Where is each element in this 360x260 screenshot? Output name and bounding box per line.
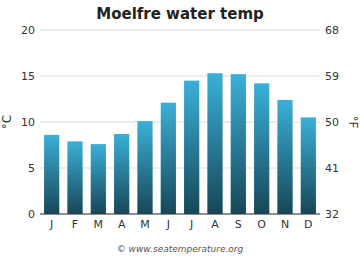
y2-tick-label: 68 xyxy=(325,24,339,37)
bar xyxy=(207,73,222,214)
bar-fill xyxy=(184,81,199,214)
chart-container: J F M A M J J A S O N D 0 5 10 15 20 32 41 50 59 68 °C °F Moelfr… xyxy=(0,0,360,260)
bar-shade xyxy=(207,73,222,214)
y2-tick-label: 50 xyxy=(325,116,339,129)
bar-fill xyxy=(231,74,246,214)
bar-fill xyxy=(277,100,292,214)
bar-fill xyxy=(301,117,316,214)
bar-fill xyxy=(254,83,269,214)
y-tick-label: 15 xyxy=(21,70,35,83)
bar-shade xyxy=(161,103,176,214)
grid-line xyxy=(40,214,320,215)
y-axis-label: °C xyxy=(0,115,14,129)
bar-shade xyxy=(254,83,269,214)
bars xyxy=(44,73,316,214)
bar xyxy=(254,83,269,214)
bar-shade xyxy=(67,141,82,214)
y-tick-label: 20 xyxy=(21,24,35,37)
bar-shade xyxy=(231,74,246,214)
bar xyxy=(184,81,199,214)
bar-fill xyxy=(44,135,59,214)
grid-line xyxy=(40,30,320,31)
bar-fill xyxy=(161,103,176,214)
bar xyxy=(44,135,59,214)
x-tick-label: M xyxy=(140,218,150,231)
x-tick-label: O xyxy=(257,218,266,231)
y-tick-label: 5 xyxy=(28,162,35,175)
bar-fill xyxy=(137,121,152,214)
x-axis-line xyxy=(40,214,320,215)
annotation: © www.seatemperature.org xyxy=(117,244,244,254)
bar xyxy=(231,74,246,214)
bar-fill xyxy=(91,144,106,214)
bar-fill xyxy=(67,141,82,214)
bar-shade xyxy=(91,144,106,214)
x-tick-label: N xyxy=(281,218,289,231)
bar xyxy=(91,144,106,214)
y2-tick-label: 41 xyxy=(325,162,339,175)
x-tick-label: J xyxy=(49,218,53,231)
x-tick-label: D xyxy=(304,218,312,231)
bar-shade xyxy=(137,121,152,214)
grid-line xyxy=(40,76,320,77)
chart: J F M A M J J A S O N D 0 5 10 15 20 32 41 50 59 68 °C °F Moelfr… xyxy=(0,0,360,260)
bar xyxy=(161,103,176,214)
x-tick-label: M xyxy=(94,218,104,231)
x-tick-label: F xyxy=(72,218,78,231)
bar xyxy=(67,141,82,214)
bar-shade xyxy=(114,134,129,214)
bar-fill xyxy=(207,73,222,214)
y-tick-label: 10 xyxy=(21,116,35,129)
grid xyxy=(40,30,320,214)
x-tick-label: A xyxy=(211,218,219,231)
x-tick-label: J xyxy=(166,218,170,231)
bar xyxy=(137,121,152,214)
y2-tick-label: 59 xyxy=(325,70,339,83)
bar xyxy=(277,100,292,214)
x-tick-label: S xyxy=(235,218,242,231)
y-tick-label: 0 xyxy=(28,208,35,221)
bar-shade xyxy=(184,81,199,214)
bar-shade xyxy=(44,135,59,214)
x-tick-label: J xyxy=(189,218,193,231)
bar xyxy=(301,117,316,214)
y2-axis-label: °F xyxy=(346,116,360,129)
y2-tick-label: 32 xyxy=(325,208,339,221)
bar-shade xyxy=(277,100,292,214)
bar xyxy=(114,134,129,214)
bar-shade xyxy=(301,117,316,214)
x-tick-label: A xyxy=(118,218,126,231)
title: Moelfre water temp xyxy=(96,5,264,23)
bar-fill xyxy=(114,134,129,214)
